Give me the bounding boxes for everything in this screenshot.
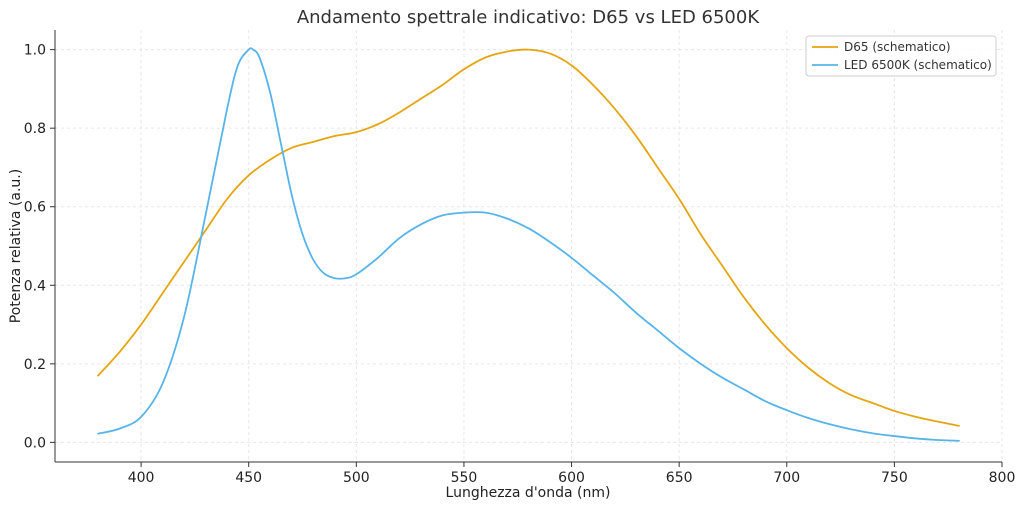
grid — [55, 30, 1003, 462]
series-line-led-6500k — [97, 47, 960, 442]
x-tick-label: 450 — [235, 470, 262, 486]
axes — [54, 30, 1002, 463]
y-tick-label: 0.0 — [24, 435, 46, 451]
chart-title: Andamento spettrale indicativo: D65 vs L… — [297, 7, 761, 28]
x-tick-label: 500 — [343, 470, 370, 486]
legend-entry: D65 (schematico) — [844, 40, 951, 54]
series-layer — [97, 47, 960, 442]
x-tick-label: 800 — [989, 470, 1016, 486]
x-tick-label: 700 — [773, 470, 800, 486]
x-tick-label: 750 — [881, 470, 908, 486]
x-tick-label: 600 — [558, 470, 585, 486]
legend-entry: LED 6500K (schematico) — [844, 58, 992, 72]
legend: D65 (schematico) LED 6500K (schematico) — [805, 35, 997, 77]
y-tick-label: 0.6 — [24, 200, 46, 216]
x-tick-label: 400 — [128, 470, 155, 486]
y-tick-label: 0.8 — [24, 121, 46, 137]
series-line-d65 — [97, 48, 960, 427]
y-tick-label: 1.0 — [24, 43, 46, 59]
legend-box — [805, 35, 997, 77]
x-axis-label: Lunghezza d'onda (nm) — [446, 485, 611, 501]
y-tick-label: 0.2 — [24, 357, 46, 373]
y-ticks: 0.0 0.2 0.4 0.6 0.8 1.0 — [24, 43, 55, 451]
x-tick-label: 550 — [451, 470, 478, 486]
y-tick-label: 0.4 — [24, 278, 46, 294]
x-tick-label: 650 — [666, 470, 693, 486]
y-axis-label: Potenza relativa (a.u.) — [8, 169, 24, 323]
x-ticks: 400 450 500 550 600 650 700 750 800 — [128, 462, 1016, 486]
